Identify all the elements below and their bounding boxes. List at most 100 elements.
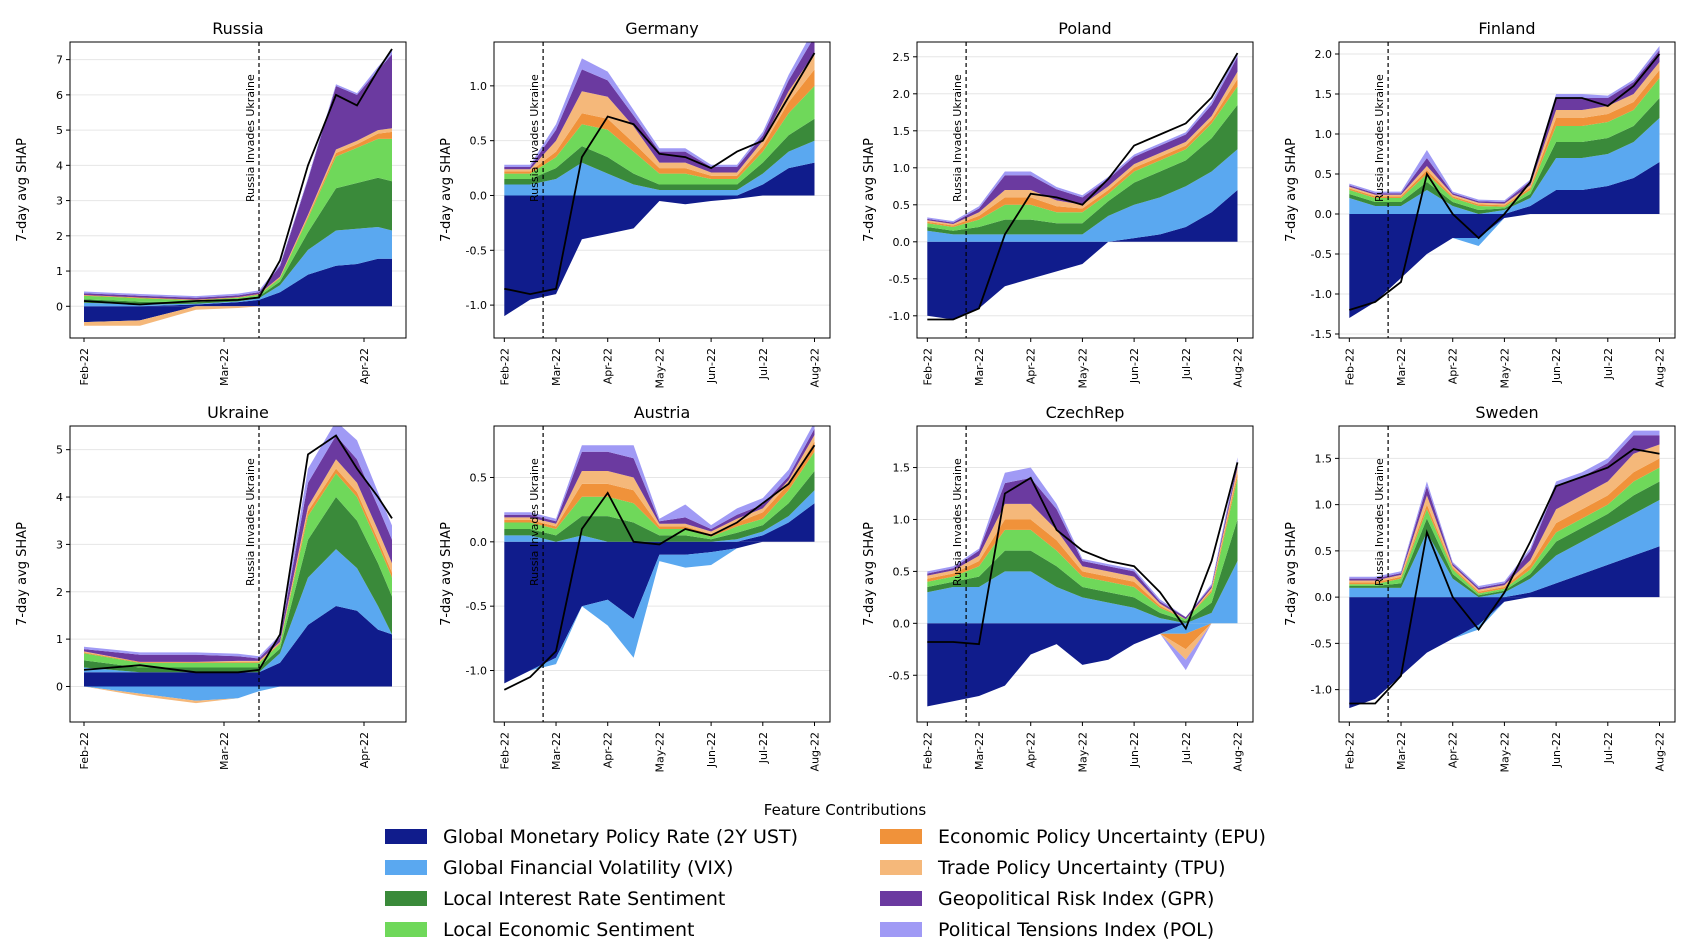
x-tick-label: Feb-22 <box>1343 348 1356 385</box>
area-les-positive <box>927 86 1238 231</box>
x-tick-label: Feb-22 <box>78 348 91 385</box>
x-tick-label: Jun-22 <box>705 348 718 384</box>
x-tick-label: Jul-22 <box>1602 348 1615 380</box>
area-epu-positive <box>504 69 815 179</box>
invasion-annotation: Russia Invades Ukraine <box>244 74 257 202</box>
legend-swatch <box>880 860 922 875</box>
legend-item-tpu: Trade Policy Uncertainty (TPU) <box>880 857 1226 879</box>
area-gpr-positive <box>927 462 1238 620</box>
invasion-annotation: Russia Invades Ukraine <box>244 458 257 586</box>
area-tpu-positive <box>927 71 1238 226</box>
stacked-areas <box>84 50 392 326</box>
stacked-areas <box>504 426 815 684</box>
legend-title: Feature Contributions <box>764 801 927 819</box>
y-tick-label: -0.5 <box>1311 248 1332 261</box>
x-tick-label: Mar-22 <box>550 348 563 386</box>
y-tick-label: 0.0 <box>470 189 488 202</box>
x-tick-label: Apr-22 <box>358 732 371 768</box>
y-tick-label: 1.0 <box>893 162 911 175</box>
y-axis-label: 7-day avg SHAP <box>15 138 30 242</box>
area-lirs-positive <box>1349 481 1660 598</box>
area-lirs-positive <box>84 497 392 673</box>
y-tick-label: 1.5 <box>893 462 911 475</box>
x-tick-label: Jun-22 <box>1550 348 1563 384</box>
y-tick-label: 0.5 <box>893 565 911 578</box>
area-lirs-positive <box>1349 98 1660 214</box>
area-vix-positive <box>927 561 1238 624</box>
panel-title: Austria <box>634 403 691 422</box>
y-tick-label: 1.0 <box>1315 499 1333 512</box>
x-tick-label: Jun-22 <box>1128 732 1141 768</box>
y-tick-label: 5 <box>56 124 63 137</box>
area-2y-negative <box>927 241 1238 320</box>
area-vix-positive <box>84 549 392 673</box>
invasion-annotation: Russia Invades Ukraine <box>1373 458 1386 586</box>
y-tick-label: 0.0 <box>893 236 911 249</box>
x-tick-label: May-22 <box>653 348 666 389</box>
y-tick-label: 0.5 <box>470 471 488 484</box>
legend-label: Global Monetary Policy Rate (2Y UST) <box>443 826 798 848</box>
legend-swatch <box>385 860 427 875</box>
legend-label: Local Economic Sentiment <box>443 919 695 941</box>
area-2y-positive <box>1349 162 1660 214</box>
x-tick-label: Feb-22 <box>498 348 511 385</box>
area-2y-positive <box>1349 546 1660 598</box>
y-tick-label: 2 <box>56 230 63 243</box>
x-tick-label: Jul-22 <box>757 348 770 380</box>
x-tick-label: Aug-22 <box>808 732 821 771</box>
panel-sweden: Russia Invades Ukraine -1.0 -0.5 0.0 0.5 1.0 1… <box>1284 403 1676 773</box>
y-tick-label: -0.5 <box>466 600 487 613</box>
y-tick-label: 1.5 <box>893 125 911 138</box>
chart-panels: Russia Invades Ukraine 0 1 2 3 4 5 6 7 Feb-22 Mar-… <box>15 19 1676 773</box>
plot-frame <box>916 41 1254 339</box>
y-axis-label: 7-day avg SHAP <box>862 138 877 242</box>
area-vix-positive <box>1349 500 1660 598</box>
y-axis-label: 7-day avg SHAP <box>862 522 877 626</box>
y-tick-label: 3 <box>56 195 63 208</box>
x-tick-label: Mar-22 <box>973 348 986 386</box>
x-tick-label: Aug-22 <box>1653 348 1666 387</box>
x-tick-label: Aug-22 <box>1231 732 1244 771</box>
area-gpr-positive <box>504 428 815 532</box>
y-tick-label: 7 <box>56 54 63 67</box>
plot-frame <box>69 425 407 723</box>
area-pol-positive <box>927 53 1238 223</box>
x-tick-label: Mar-22 <box>218 348 231 386</box>
x-tick-label: Apr-22 <box>602 732 615 768</box>
y-tick-label: 4 <box>56 159 63 172</box>
y-tick-label: -0.5 <box>466 244 487 257</box>
panel-poland: Russia Invades Ukraine -1.0 -0.5 0.0 0.5 1.0 1… <box>862 19 1254 389</box>
y-tick-label: 6 <box>56 89 63 102</box>
y-tick-label: -1.5 <box>1311 328 1332 341</box>
legend-swatch <box>385 829 427 844</box>
x-tick-label: Jul-22 <box>1180 348 1193 380</box>
y-tick-label: 2.0 <box>1315 48 1333 61</box>
x-tick-label: May-22 <box>1498 348 1511 389</box>
total-shap-line <box>503 444 816 691</box>
x-tick-label: May-22 <box>1076 732 1089 773</box>
area-pol-positive <box>504 42 812 167</box>
y-tick-label: 2.5 <box>893 51 911 64</box>
y-tick-label: 1.0 <box>893 513 911 526</box>
y-tick-label: -1.0 <box>466 299 487 312</box>
stacked-areas <box>927 53 1238 320</box>
total-shap-line <box>927 462 1239 646</box>
total-shap-line <box>83 434 393 674</box>
y-tick-label: -0.5 <box>889 273 910 286</box>
invasion-annotation: Russia Invades Ukraine <box>528 74 541 202</box>
y-tick-label: 4 <box>56 491 63 504</box>
legend-swatch <box>880 891 922 906</box>
area-2y-negative <box>1349 214 1660 318</box>
x-tick-label: Jul-22 <box>1180 732 1193 764</box>
panel-russia: Russia Invades Ukraine 0 1 2 3 4 5 6 7 Feb-22 Mar-… <box>15 19 407 386</box>
panel-title: CzechRep <box>1046 403 1125 422</box>
panel-germany: Russia Invades Ukraine -1.0 -0.5 0.0 0.5 1.0 F… <box>439 19 831 389</box>
x-tick-label: Mar-22 <box>1395 348 1408 386</box>
legend-swatch <box>385 891 427 906</box>
total-shap-line <box>83 48 393 306</box>
y-tick-label: 2.0 <box>893 88 911 101</box>
x-tick-label: Jun-22 <box>1128 348 1141 384</box>
y-axis-label: 7-day avg SHAP <box>1284 522 1299 626</box>
area-lirs-positive <box>84 177 392 305</box>
